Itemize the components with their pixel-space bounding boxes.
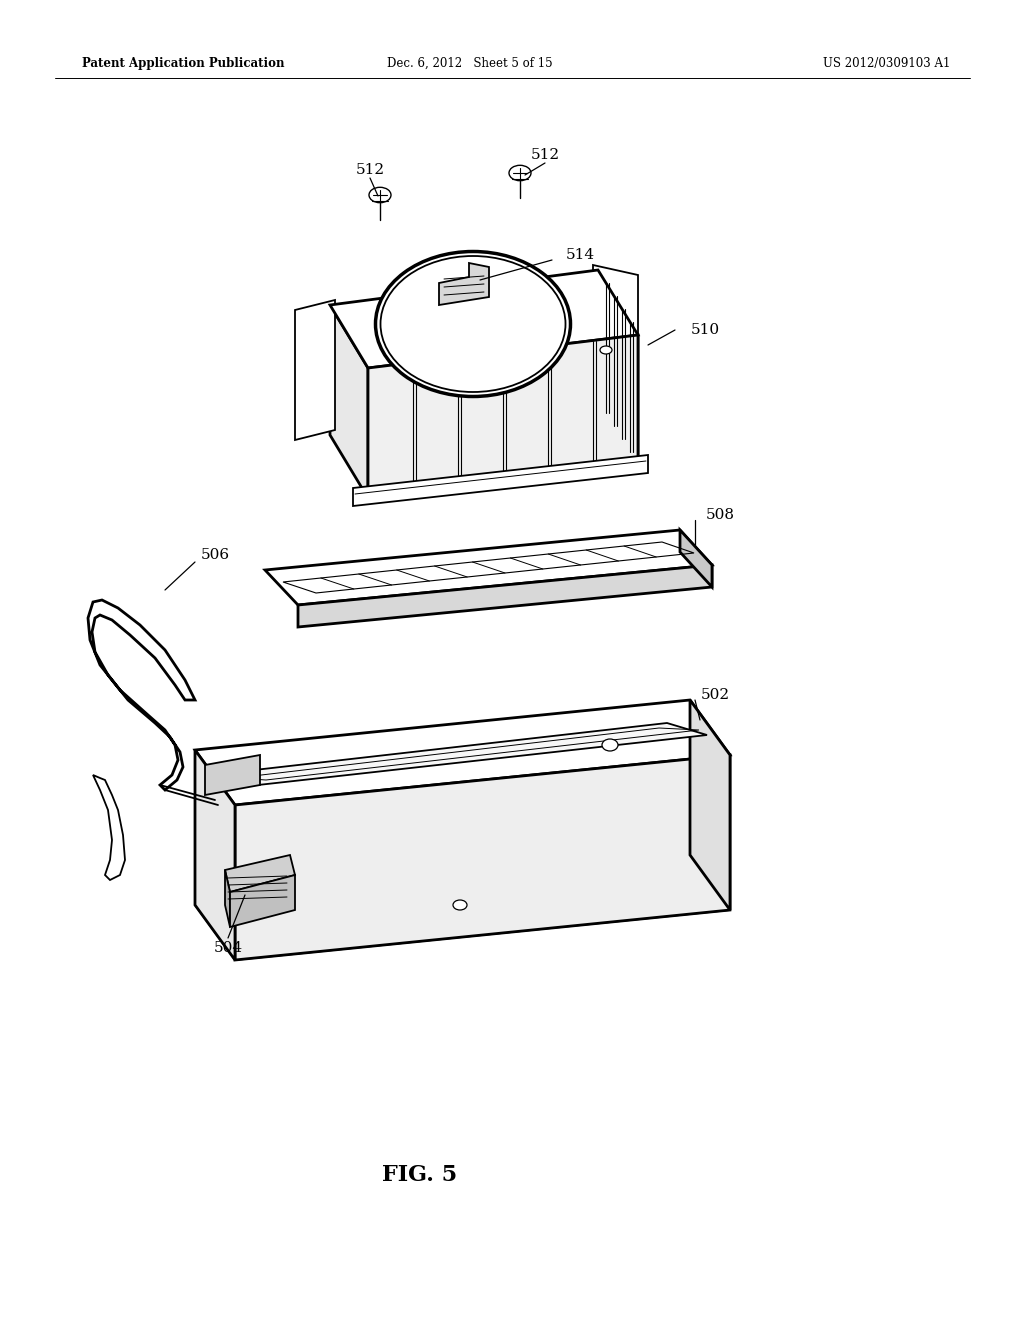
Polygon shape [439,263,489,305]
Text: Dec. 6, 2012   Sheet 5 of 15: Dec. 6, 2012 Sheet 5 of 15 [387,57,553,70]
Polygon shape [330,271,638,368]
Ellipse shape [369,187,391,203]
Text: 512: 512 [530,148,559,162]
Text: 510: 510 [690,323,720,337]
Polygon shape [265,531,712,605]
Polygon shape [295,300,335,440]
Polygon shape [368,335,638,498]
Ellipse shape [376,252,570,396]
Polygon shape [195,750,234,960]
Text: 502: 502 [700,688,729,702]
Text: 512: 512 [355,162,385,177]
Polygon shape [353,455,648,506]
Polygon shape [593,265,638,405]
Text: Patent Application Publication: Patent Application Publication [82,57,285,70]
Polygon shape [225,855,295,892]
Text: FIG. 5: FIG. 5 [382,1164,458,1185]
Ellipse shape [509,165,531,181]
Ellipse shape [453,900,467,909]
Ellipse shape [600,346,612,354]
Polygon shape [690,700,730,909]
Polygon shape [195,700,730,805]
Polygon shape [230,875,295,927]
Polygon shape [205,755,260,795]
Polygon shape [88,601,195,789]
Ellipse shape [381,256,565,392]
Polygon shape [195,855,730,960]
Text: 508: 508 [706,508,734,521]
Text: 514: 514 [565,248,595,261]
Ellipse shape [602,739,618,751]
Text: 506: 506 [201,548,229,562]
Polygon shape [225,870,230,927]
Polygon shape [234,755,730,960]
Polygon shape [330,305,368,498]
Polygon shape [228,723,707,785]
Text: US 2012/0309103 A1: US 2012/0309103 A1 [822,57,950,70]
Text: 504: 504 [213,941,243,954]
Polygon shape [680,531,712,587]
Polygon shape [93,775,125,880]
Polygon shape [298,565,712,627]
Polygon shape [598,271,638,465]
